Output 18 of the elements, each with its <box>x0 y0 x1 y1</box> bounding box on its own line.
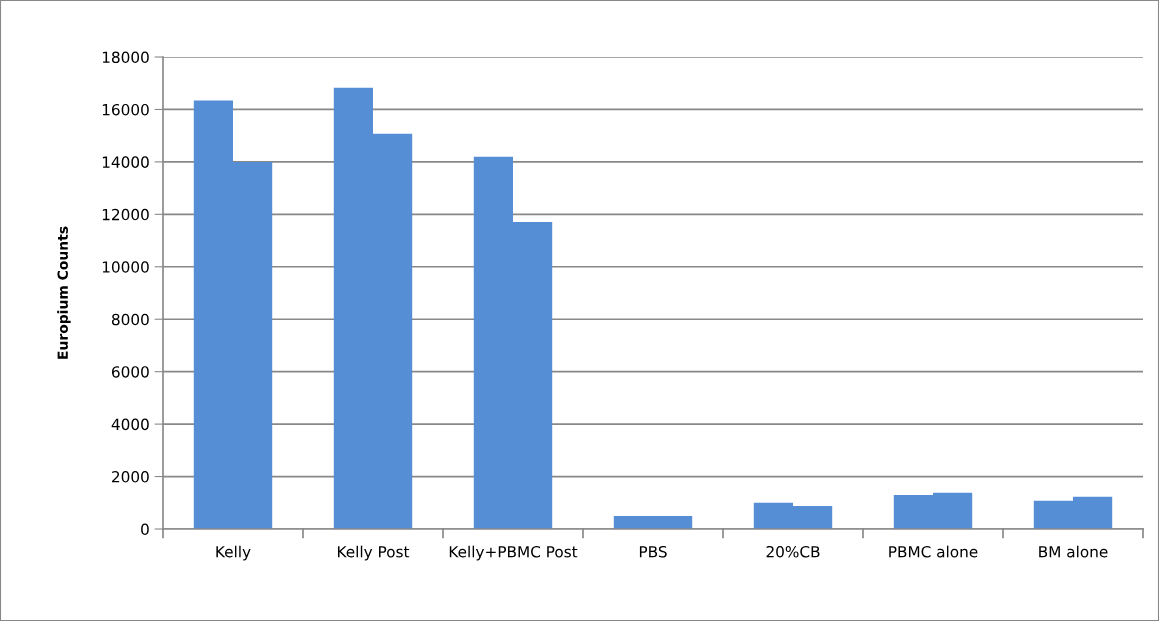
y-tick-label: 12000 <box>102 208 149 221</box>
x-tick-label: BM alone <box>1039 545 1108 558</box>
y-tick-label: 4000 <box>111 418 149 431</box>
y-tick-label: 8000 <box>111 313 149 326</box>
x-tick-label: Kelly+PBMC Post <box>449 545 578 561</box>
y-tick-label: 10000 <box>102 261 149 273</box>
x-tick-label: PBMC alone <box>889 545 978 558</box>
x-tick-label: PBS <box>639 545 667 558</box>
y-tick-label: 16000 <box>102 103 149 116</box>
x-tick-label: Kelly Post <box>338 545 410 561</box>
y-tick-label: 14000 <box>102 156 149 168</box>
y-tick-label: 6000 <box>111 366 149 378</box>
x-tick-label: Kelly <box>216 545 251 561</box>
y-tick-label: 2000 <box>112 471 149 483</box>
y-axis-title: Europium Counts <box>57 226 71 359</box>
y-tick-label: 0 <box>141 523 149 536</box>
y-tick-label: 18000 <box>102 51 149 64</box>
x-tick-label: 20%CB <box>766 545 820 558</box>
